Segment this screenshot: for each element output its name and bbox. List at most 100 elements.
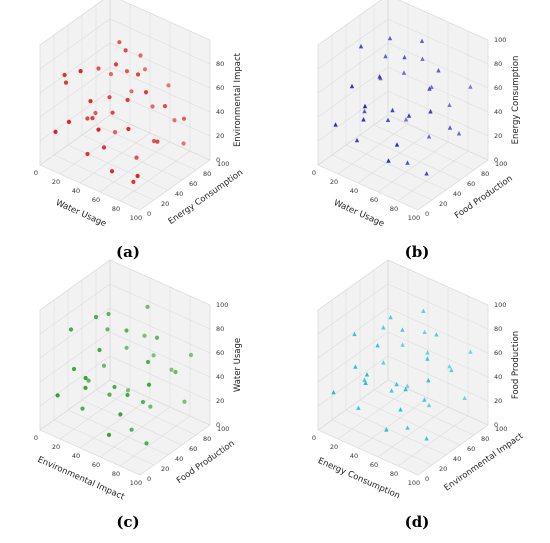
grid-line <box>39 331 111 383</box>
x-tick-label: 20 <box>330 178 338 186</box>
data-point <box>129 89 134 94</box>
data-point <box>101 363 107 368</box>
data-point <box>400 342 405 347</box>
grid-line <box>331 154 433 201</box>
y-tick-label: 0 <box>425 210 429 218</box>
grid-line <box>39 355 111 407</box>
grid-line <box>317 259 389 311</box>
data-point <box>135 173 140 179</box>
grid-line <box>337 123 409 175</box>
x-tick-label: 60 <box>92 196 100 204</box>
z-tick-label: 0 <box>216 156 220 164</box>
z-tick-label: 0 <box>216 421 220 429</box>
data-point <box>125 388 131 393</box>
grid-line <box>317 429 419 476</box>
y-tick-label: 20 <box>161 465 169 473</box>
y-tick-label: 60 <box>189 445 197 453</box>
data-point <box>363 380 368 385</box>
data-point <box>405 425 410 430</box>
data-point <box>107 95 112 100</box>
grid-line <box>331 419 433 466</box>
data-point <box>108 72 114 77</box>
grid-line <box>109 66 211 113</box>
panel-label: (c) <box>116 513 139 531</box>
x-axis-title: Energy Consumption <box>316 456 401 501</box>
x-tick-label: 20 <box>52 178 60 186</box>
data-point <box>188 352 194 358</box>
z-tick-label: 20 <box>216 132 224 140</box>
z-tick-label: 20 <box>494 132 502 140</box>
data-point <box>117 40 122 45</box>
z-axis-title: Environmental Impact <box>233 52 243 147</box>
grid-line <box>387 42 489 89</box>
grid-line <box>79 397 151 449</box>
z-tick-label: 80 <box>494 325 502 333</box>
grid-line <box>39 114 111 166</box>
grid-line <box>39 90 111 142</box>
data-point <box>331 389 336 395</box>
data-point <box>333 122 338 127</box>
data-point <box>181 141 186 146</box>
x-tick-label: 80 <box>112 470 120 478</box>
data-point <box>385 117 391 122</box>
grid-line <box>109 259 211 306</box>
data-point <box>354 137 360 143</box>
grid-line <box>59 123 131 175</box>
grid-line <box>345 144 447 191</box>
grid-line <box>417 159 489 211</box>
x-tick-label: 0 <box>312 169 316 177</box>
data-point <box>154 335 160 340</box>
z-tick-label: 100 <box>216 301 228 309</box>
data-point <box>140 399 146 405</box>
data-point <box>383 53 388 59</box>
grid-line <box>139 159 211 211</box>
y-tick-label: 40 <box>175 190 183 198</box>
grid-line <box>109 114 211 161</box>
data-point <box>353 364 358 369</box>
grid-line <box>317 355 389 407</box>
data-point <box>424 171 429 176</box>
data-point <box>426 377 431 383</box>
y-tick-label: 100 <box>495 425 507 433</box>
data-point <box>144 441 149 446</box>
z-tick-label: 100 <box>494 301 506 309</box>
data-point <box>361 117 366 122</box>
grid-line <box>387 114 489 161</box>
data-point <box>142 333 147 338</box>
grid-line <box>387 18 489 65</box>
data-point <box>182 399 187 404</box>
y-tick-label: 60 <box>467 445 475 453</box>
data-point <box>462 395 467 401</box>
x-tick-label: 40 <box>72 452 80 460</box>
panel-label: (b) <box>405 243 430 261</box>
x-tick-label: 60 <box>370 461 378 469</box>
y-tick-label: 60 <box>467 180 475 188</box>
data-point <box>402 54 407 60</box>
grid-line <box>317 66 389 118</box>
data-point <box>429 84 434 89</box>
data-point <box>162 104 168 109</box>
z-axis-title: Water Usage <box>233 338 243 392</box>
data-point <box>83 375 88 381</box>
grid-line <box>317 18 389 70</box>
data-point <box>85 116 90 121</box>
grid-line <box>377 406 449 458</box>
grid-line <box>337 388 409 440</box>
y-tick-label: 80 <box>203 170 211 178</box>
grid-line <box>39 307 111 359</box>
data-point <box>96 66 101 71</box>
grid-line <box>377 141 449 193</box>
data-point <box>112 384 117 390</box>
grid-line <box>81 399 183 446</box>
grid-line <box>109 18 211 65</box>
data-point <box>362 108 367 114</box>
grid-line <box>99 406 171 458</box>
grid-line <box>387 283 489 330</box>
grid-line <box>387 90 489 137</box>
data-point <box>387 35 393 41</box>
grid-line <box>109 355 211 402</box>
y-tick-label: 0 <box>425 475 429 483</box>
data-point <box>426 134 432 139</box>
data-point <box>106 432 112 437</box>
